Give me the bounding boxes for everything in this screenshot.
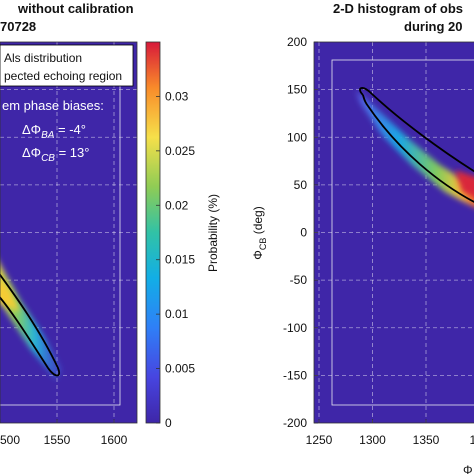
right-x-tick-label: 1250: [306, 433, 333, 447]
right-y-tick-label: 100: [287, 130, 307, 144]
colorbar-ticks: 0 0.005 0.01 0.015 0.02 0.025 0.03: [156, 89, 195, 430]
right-echoing-region-contour: [359, 87, 474, 203]
right-y-tick-label: 200: [287, 35, 307, 49]
left-title-line2: 70728: [0, 19, 36, 34]
colorbar-label: Probability (%): [206, 194, 220, 272]
annotation-cb: ΔΦCB = 13°: [22, 145, 89, 164]
legend-entry-echoing-region: pected echoing region: [4, 69, 122, 83]
legend-box: [0, 44, 134, 87]
annotation-heading: em phase biases:: [2, 98, 104, 113]
right-distribution-streak: [356, 90, 474, 207]
colorbar-tick-label: 0.005: [165, 362, 195, 376]
right-inner-frame: [331, 59, 474, 406]
annotation-ba: ΔΦBA = -4°: [22, 122, 86, 141]
colorbar-tick-label: 0.01: [165, 307, 189, 321]
right-y-tick-label: -100: [283, 321, 307, 335]
left-x-tick-label: 1550: [44, 433, 71, 447]
left-echoing-region-contour: [0, 273, 61, 377]
colorbar: 0 0.005 0.01 0.015 0.02 0.025 0.03 Probability…: [145, 41, 220, 430]
colorbar-tick-label: 0.03: [165, 89, 189, 103]
left-title-line1: without calibration: [17, 1, 134, 16]
phase-bias-annotation: em phase biases: ΔΦBA = -4° ΔΦCB = 13°: [2, 98, 104, 164]
right-x-tick-label: 140: [469, 433, 474, 447]
left-grid: [0, 42, 137, 423]
right-y-ticks: -200 -150 -100 -50 0 50 100 150 200: [283, 35, 318, 430]
colorbar-tick-label: 0.02: [165, 198, 189, 212]
right-distribution-peak: [455, 170, 474, 198]
colorbar-tick-label: 0: [165, 416, 172, 430]
right-y-tick-label: -150: [283, 368, 307, 382]
right-y-tick-label: 0: [300, 226, 307, 240]
left-distribution-streak: [0, 264, 62, 380]
right-y-tick-label: -200: [283, 416, 307, 430]
legend-entry-distribution: Als distribution: [4, 51, 82, 65]
left-x-ticks: 500 1550 1600: [0, 419, 128, 447]
left-x-tick-label: 500: [0, 433, 20, 447]
right-x-ticks: 1250 1300 1350 140: [306, 419, 474, 447]
right-x-tick-label: 1350: [413, 433, 440, 447]
colorbar-tick-label: 0.015: [165, 253, 195, 267]
right-y-axis-label: ΦCB (deg): [251, 206, 268, 259]
right-panel: 2-D histogram of obs during 20 -200-150-…: [251, 1, 474, 474]
left-legend: Als distribution pected echoing region: [0, 44, 134, 87]
right-title-line2: during 20: [404, 19, 463, 34]
right-y-tick-label: 50: [294, 178, 308, 192]
right-x-axis-label: Φ: [463, 463, 473, 474]
colorbar-gradient: [145, 41, 161, 424]
left-plot-frame: [0, 41, 138, 424]
right-title-line1: 2-D histogram of obs: [333, 1, 463, 16]
right-y-tick-label: 150: [287, 83, 307, 97]
left-panel: without calibration 70728 500 1550 1600 Al…: [0, 1, 220, 447]
right-x-tick-label: 1300: [359, 433, 386, 447]
colorbar-tick-label: 0.025: [165, 144, 195, 158]
right-y-tick-label: -50: [290, 273, 308, 287]
left-x-tick-label: 1600: [101, 433, 128, 447]
